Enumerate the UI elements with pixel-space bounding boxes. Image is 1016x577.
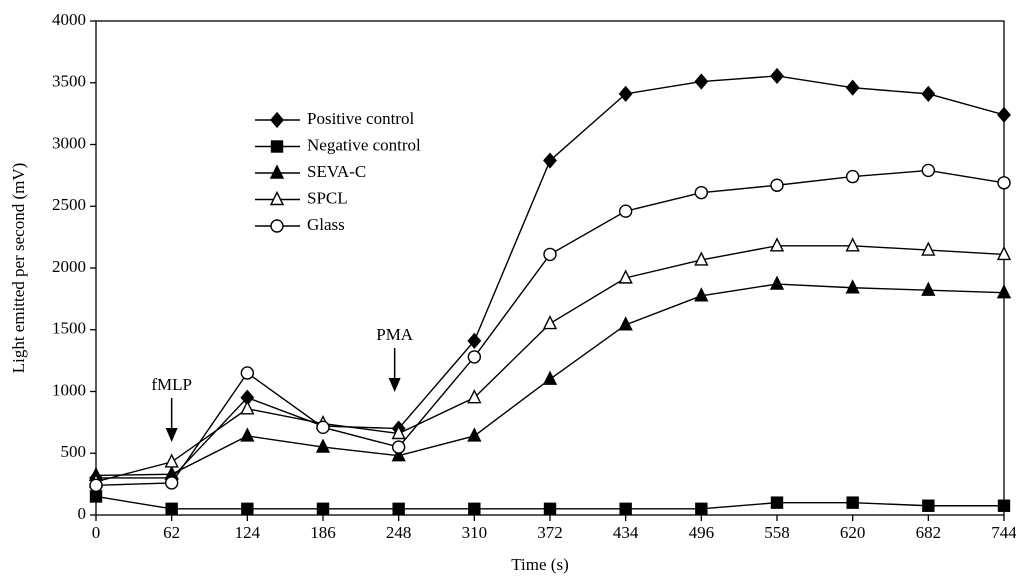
marker — [241, 502, 254, 516]
marker — [270, 219, 284, 233]
y-tick-label: 2000 — [52, 257, 86, 276]
marker — [467, 332, 482, 349]
legend-label: SEVA-C — [307, 162, 366, 181]
marker — [542, 315, 558, 330]
marker — [846, 496, 859, 509]
marker — [315, 438, 331, 453]
marker — [997, 499, 1011, 512]
marker — [269, 190, 285, 206]
marker — [240, 400, 255, 415]
x-tick-label: 0 — [92, 523, 101, 542]
annotation-arrowhead — [165, 428, 178, 442]
series-line — [95, 245, 1005, 483]
x-tick-label: 434 — [613, 523, 639, 542]
marker — [845, 237, 860, 252]
marker — [996, 284, 1012, 299]
marker — [164, 453, 179, 468]
series-line — [96, 75, 1005, 479]
x-tick-label: 620 — [840, 523, 866, 542]
x-tick-label: 248 — [386, 523, 412, 542]
x-tick-label: 310 — [462, 523, 488, 542]
marker — [89, 478, 103, 493]
x-tick-label: 558 — [764, 523, 790, 542]
marker — [845, 169, 860, 184]
marker — [770, 67, 784, 85]
marker — [270, 111, 284, 129]
legend-label: Negative control — [307, 135, 421, 154]
x-tick-label: 682 — [916, 523, 942, 542]
marker — [618, 316, 633, 331]
marker — [618, 85, 633, 102]
marker — [921, 241, 936, 256]
marker — [270, 140, 284, 153]
y-tick-label: 2500 — [52, 195, 86, 214]
y-tick-label: 1500 — [52, 319, 86, 338]
marker — [921, 281, 936, 296]
marker — [997, 106, 1011, 123]
y-tick-label: 1000 — [52, 380, 86, 399]
marker — [694, 185, 709, 200]
annotation: PMA — [376, 325, 414, 344]
marker — [269, 164, 285, 179]
marker — [240, 427, 255, 442]
marker — [316, 420, 330, 435]
marker — [619, 502, 632, 516]
legend-label: Glass — [307, 215, 345, 234]
marker — [391, 440, 406, 454]
marker — [845, 279, 860, 294]
x-tick-label: 186 — [310, 523, 336, 542]
marker — [543, 152, 557, 169]
marker — [770, 178, 784, 192]
annotation-arrowhead — [388, 378, 401, 392]
marker — [391, 447, 406, 462]
marker — [543, 502, 557, 516]
marker — [618, 269, 633, 284]
plot-frame — [95, 20, 1005, 516]
marker — [922, 499, 935, 512]
marker — [996, 245, 1012, 261]
marker — [695, 502, 708, 516]
marker — [542, 370, 558, 385]
marker — [770, 496, 784, 509]
legend-label: Positive control — [307, 109, 414, 128]
y-tick-label: 3500 — [52, 72, 86, 91]
marker — [694, 251, 709, 266]
marker — [467, 389, 482, 404]
y-tick-label: 3000 — [52, 133, 86, 152]
marker — [467, 350, 482, 364]
marker — [921, 163, 936, 178]
marker — [769, 237, 785, 252]
marker — [769, 275, 785, 290]
x-tick-label: 62 — [163, 523, 180, 542]
x-axis-label: Time (s) — [511, 555, 568, 574]
marker — [391, 424, 406, 440]
legend-label: SPCL — [307, 188, 348, 207]
x-tick-label: 744 — [991, 523, 1016, 542]
marker — [240, 366, 255, 380]
marker — [845, 79, 860, 96]
marker — [164, 476, 179, 490]
annotation: fMLP — [151, 375, 192, 394]
marker — [694, 73, 709, 90]
marker — [467, 427, 482, 442]
marker — [165, 502, 178, 516]
y-tick-label: 500 — [61, 442, 87, 461]
x-tick-label: 496 — [689, 523, 715, 542]
marker — [997, 176, 1011, 190]
marker — [316, 502, 330, 516]
x-tick-label: 124 — [235, 523, 261, 542]
marker — [921, 85, 936, 102]
marker — [468, 502, 481, 516]
marker — [543, 247, 557, 262]
marker — [694, 287, 709, 302]
marker — [618, 204, 633, 218]
marker — [392, 502, 405, 516]
y-tick-label: 4000 — [52, 10, 86, 29]
marker — [89, 490, 103, 503]
y-tick-label: 0 — [78, 504, 87, 523]
y-axis-label: Light emitted per second (mV) — [9, 163, 28, 374]
x-tick-label: 372 — [537, 523, 563, 542]
